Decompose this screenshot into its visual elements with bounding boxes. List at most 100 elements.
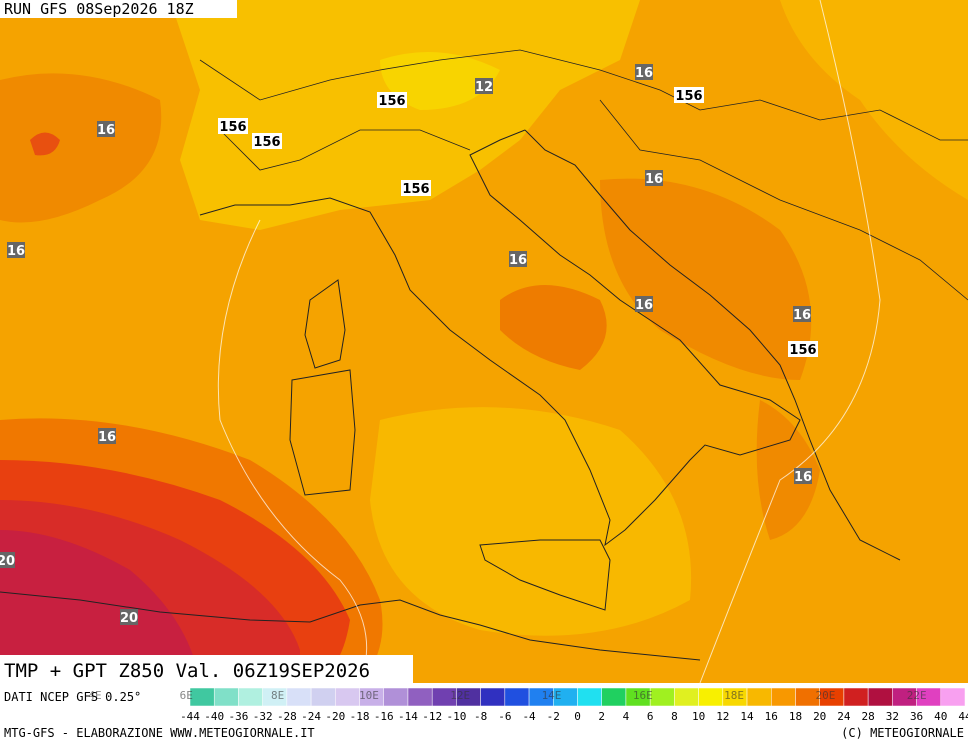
colorbar-label: 44 xyxy=(958,710,968,723)
longitude-label: 14E xyxy=(542,689,562,702)
title-box xyxy=(0,655,413,683)
colorbar-label: 2 xyxy=(598,710,605,723)
colorbar-swatch xyxy=(407,687,433,707)
colorbar-swatch xyxy=(746,687,772,707)
contour-label: 16 xyxy=(793,308,811,323)
contour-label-box xyxy=(0,552,15,568)
colorbar-label: 16 xyxy=(765,710,778,723)
colorbar-label: 4 xyxy=(623,710,630,723)
contour-label-box xyxy=(97,121,115,137)
colorbar-swatch xyxy=(238,687,263,707)
colorbar-swatch xyxy=(335,687,360,707)
contour-label: 16 xyxy=(635,66,653,81)
contour-label-box xyxy=(509,251,527,267)
contour-label-box xyxy=(475,78,493,94)
contour-label-box xyxy=(635,296,653,312)
contour-label: 156 xyxy=(253,135,280,150)
contour-label: 16 xyxy=(645,172,663,187)
colorbar-label: 36 xyxy=(910,710,923,723)
contour-label: 16 xyxy=(794,470,812,485)
colorbar-label: 8 xyxy=(671,710,678,723)
colorbar-label: 32 xyxy=(886,710,899,723)
contour-labels: 16 12 156 156 156 16 156 16 16 16 16 16 156 16 16 20 20 1… xyxy=(0,64,818,626)
longitude-label: 18E xyxy=(724,689,744,702)
contour-label-box xyxy=(794,468,812,484)
contour-label-box xyxy=(645,170,663,186)
contour-label: 156 xyxy=(219,120,246,135)
colorbar-label: -18 xyxy=(350,710,370,723)
contour-label: 16 xyxy=(98,430,116,445)
run-label: RUN GFS 08Sep2026 18Z xyxy=(4,0,194,18)
contour-label-box xyxy=(401,180,431,196)
colorbar-swatch xyxy=(843,687,869,707)
footer-left: MTG-GFS - ELABORAZIONE WWW.METEOGIORNALE… xyxy=(4,726,315,740)
colorbar-label: -28 xyxy=(277,710,297,723)
contour-label-box xyxy=(377,92,407,108)
colorbar-label: -40 xyxy=(204,710,224,723)
colorbar-swatch xyxy=(674,687,699,707)
map-title: TMP + GPT Z850 Val. 06Z19SEP2026 xyxy=(4,660,370,682)
colorbar-label: -24 xyxy=(301,710,321,723)
colorbar-label: -4 xyxy=(522,710,536,723)
colorbar-label: 10 xyxy=(692,710,705,723)
colorbar-label: -44 xyxy=(180,710,200,723)
contour-label: 12 xyxy=(475,80,493,95)
data-source: DATI NCEP GFS 0.25° xyxy=(4,690,141,704)
contour-label-box xyxy=(218,118,248,134)
colorbar-label: 18 xyxy=(789,710,802,723)
colorbar-label: -20 xyxy=(325,710,345,723)
colorbar-swatch xyxy=(698,687,724,707)
colorbar-swatch xyxy=(286,687,312,707)
contour-label: 16 xyxy=(7,244,25,259)
contour-label: 20 xyxy=(120,611,138,626)
colorbar-label: 14 xyxy=(740,710,754,723)
colorbar-label: 28 xyxy=(862,710,875,723)
footer-right: (C) METEOGIORNALE xyxy=(841,726,964,740)
colorbar-swatch xyxy=(213,687,239,707)
longitude-label: 16E xyxy=(633,689,653,702)
run-box xyxy=(0,0,237,18)
longitude-label: 4E xyxy=(88,689,101,702)
contour-label-box xyxy=(120,609,138,625)
contour-label-box xyxy=(788,341,818,357)
contour-label: 156 xyxy=(402,182,429,197)
contour-label: 156 xyxy=(378,94,405,109)
colorbar-label: -14 xyxy=(398,710,418,723)
colorbar-swatch xyxy=(940,687,966,707)
longitude-label: 6E xyxy=(180,689,193,702)
colorbar-swatch xyxy=(771,687,796,707)
colorbar-swatch xyxy=(577,687,602,707)
colorbar-swatch xyxy=(601,687,627,707)
colorbar-label: -10 xyxy=(446,710,466,723)
colorbar-label: -12 xyxy=(422,710,442,723)
contour-label: 16 xyxy=(635,298,653,313)
colorbar-swatch xyxy=(649,687,675,707)
contour-label-box xyxy=(98,428,116,444)
colorbar-label: -32 xyxy=(253,710,273,723)
contour-label: 16 xyxy=(509,253,527,268)
longitude-label: 10E xyxy=(359,689,379,702)
colorbar-label: -8 xyxy=(474,710,487,723)
contour-label: 16 xyxy=(97,123,115,138)
contour-label-box xyxy=(793,306,811,322)
longitude-label: 20E xyxy=(815,689,835,702)
colorbar-swatch xyxy=(504,687,530,707)
colorbar-swatch xyxy=(310,687,336,707)
coastlines xyxy=(0,49,968,661)
colorbar-label: -36 xyxy=(229,710,249,723)
colorbar-swatch xyxy=(480,687,506,707)
colorbar-label: 0 xyxy=(574,710,581,723)
colorbar-swatch xyxy=(867,687,893,707)
colorbar-label: -6 xyxy=(498,710,511,723)
colorbar-label: 24 xyxy=(837,710,851,723)
contour-label: 20 xyxy=(0,554,15,569)
isohypses xyxy=(217,0,881,684)
contour-label-box xyxy=(674,87,704,103)
temperature-fields xyxy=(0,0,968,683)
colorbar-label: 40 xyxy=(934,710,947,723)
longitude-label: 8E xyxy=(271,689,284,702)
colorbar: -44 -40 -36 -32 -28 -24 -20 -18 -16 -14 -12 -10 -8 -6… xyxy=(88,687,968,723)
contour-label-box xyxy=(635,64,653,80)
longitude-label: 22E xyxy=(907,689,927,702)
colorbar-swatch xyxy=(189,687,215,707)
